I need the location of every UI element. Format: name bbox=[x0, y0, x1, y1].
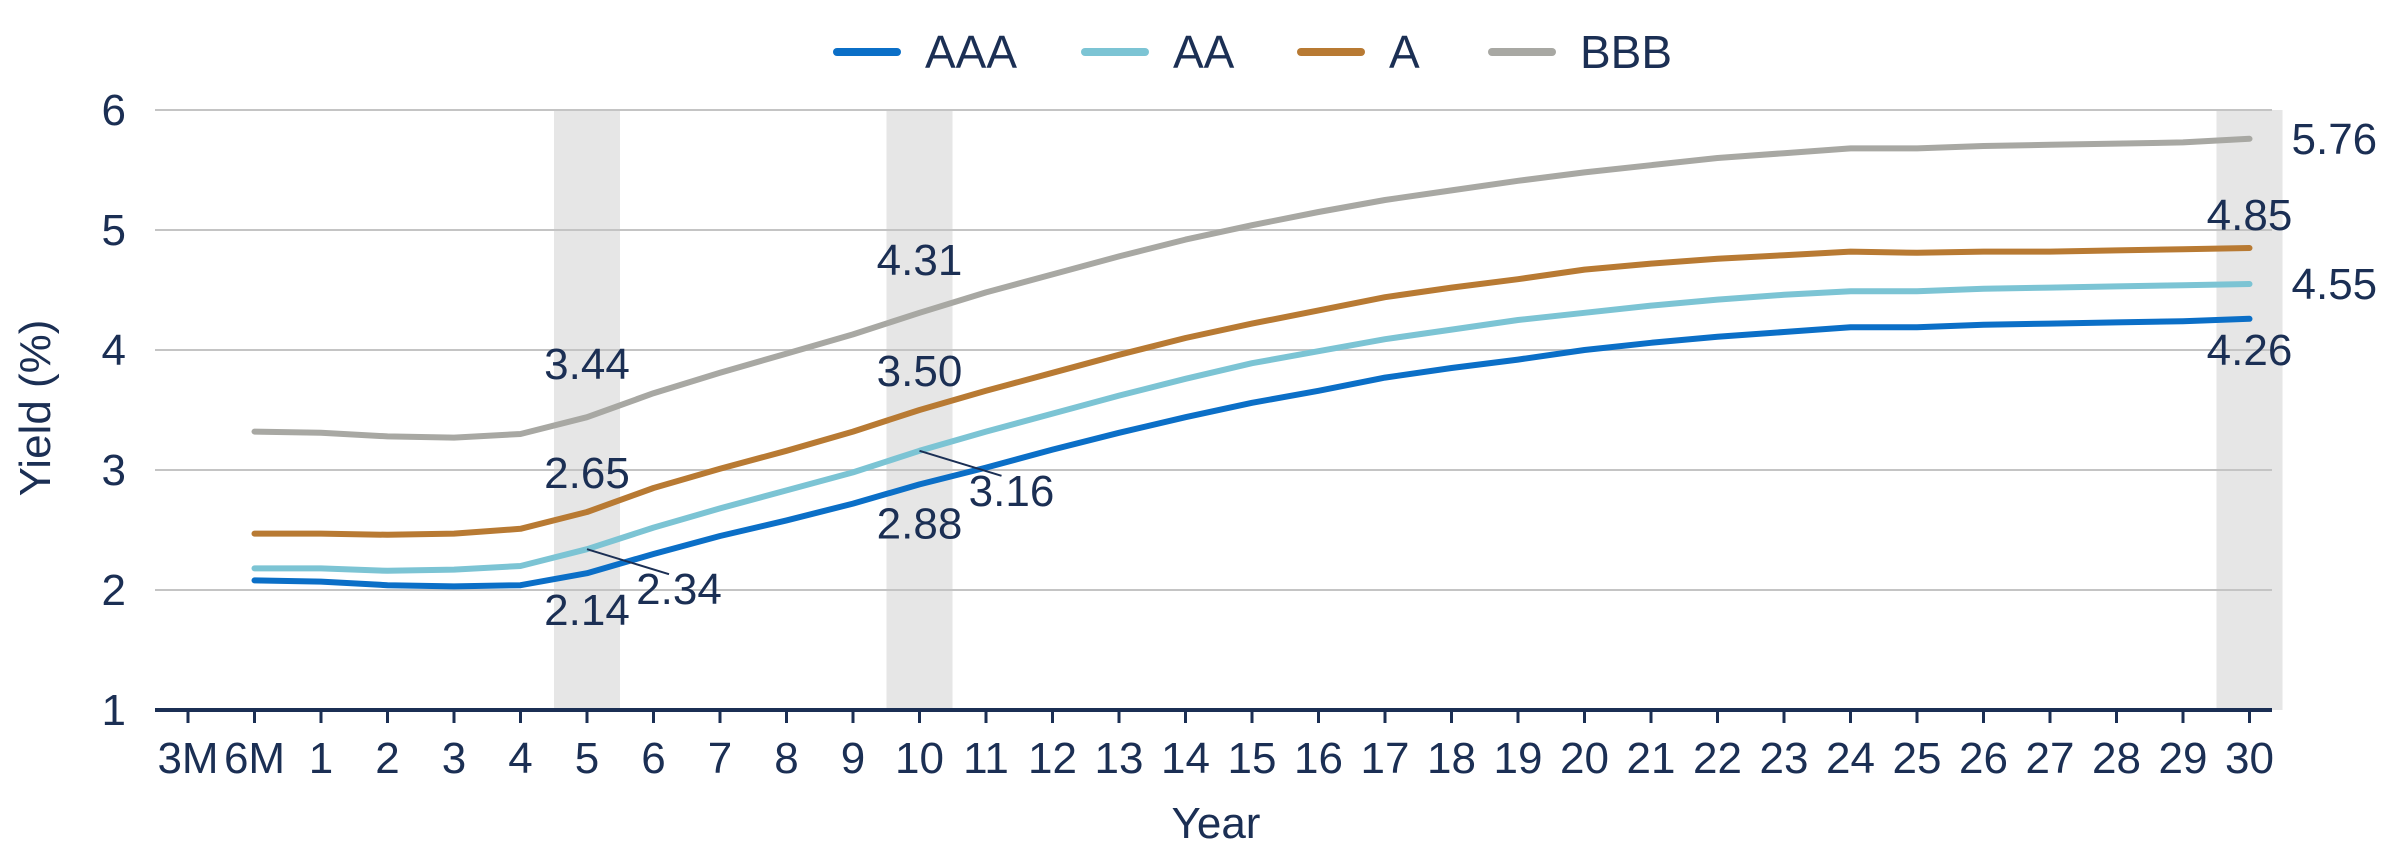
x-tick-label: 12 bbox=[1028, 734, 1077, 783]
y-tick-label: 6 bbox=[102, 86, 126, 135]
series-line-bbb bbox=[251, 135, 2253, 441]
x-tick-label: 25 bbox=[1893, 734, 1942, 783]
data-label-aa-30: 4.55 bbox=[2292, 260, 2378, 309]
x-tick-label: 9 bbox=[841, 734, 865, 783]
x-tick-label: 7 bbox=[708, 734, 732, 783]
x-tick-label: 27 bbox=[2026, 734, 2075, 783]
x-tick-label: 14 bbox=[1161, 734, 1210, 783]
leader-line bbox=[586, 548, 670, 576]
data-label-bbb-5: 3.44 bbox=[544, 340, 630, 389]
legend: AAA AA A BBB bbox=[833, 26, 1672, 78]
x-tick-label: 15 bbox=[1228, 734, 1277, 783]
x-tick-label: 5 bbox=[575, 734, 599, 783]
y-tick-label: 5 bbox=[102, 206, 126, 255]
x-tick-label: 4 bbox=[508, 734, 532, 783]
y-axis-title: Yield (%) bbox=[11, 320, 60, 497]
data-label-a-30: 4.85 bbox=[2207, 191, 2293, 240]
x-tick-label: 6M bbox=[224, 734, 285, 783]
series-line-aaa bbox=[251, 315, 2253, 590]
x-tick-label: 28 bbox=[2092, 734, 2141, 783]
x-axis-title: Year bbox=[1172, 799, 1261, 848]
x-tick-label: 19 bbox=[1494, 734, 1543, 783]
x-tick-label: 1 bbox=[309, 734, 333, 783]
x-tick-label: 16 bbox=[1294, 734, 1343, 783]
x-tick-label: 2 bbox=[375, 734, 399, 783]
gridlines bbox=[155, 109, 2272, 591]
label-leader-lines bbox=[586, 449, 1002, 576]
x-tick-label: 13 bbox=[1095, 734, 1144, 783]
x-tick-label: 24 bbox=[1826, 734, 1875, 783]
y-tick-label: 2 bbox=[102, 566, 126, 615]
x-tick-label: 21 bbox=[1627, 734, 1676, 783]
x-tick-label: 10 bbox=[895, 734, 944, 783]
highlight-bands bbox=[554, 110, 2283, 710]
x-tick-label: 22 bbox=[1693, 734, 1742, 783]
x-tick-label: 23 bbox=[1760, 734, 1809, 783]
data-label-aa-10: 3.16 bbox=[969, 467, 1055, 516]
data-label-bbb-30: 5.76 bbox=[2292, 115, 2378, 164]
legend-label-aaa: AAA bbox=[925, 26, 1017, 78]
data-label-aa-5: 2.34 bbox=[636, 565, 722, 614]
y-tick-label: 1 bbox=[102, 686, 126, 735]
data-label-aaa-5: 2.14 bbox=[544, 586, 630, 635]
legend-label-aa: AA bbox=[1173, 26, 1235, 78]
x-axis: 3M 6M 1 2 3 4 5 6 7 8 9 10 11 12 13 14 15 16 17 18 19 20 21 22 2… bbox=[155, 708, 2274, 783]
data-label-bbb-10: 4.31 bbox=[877, 236, 963, 285]
y-axis: 1 2 3 4 5 6 bbox=[102, 86, 126, 735]
x-tick-label: 6 bbox=[641, 734, 665, 783]
x-tick-label: 17 bbox=[1361, 734, 1410, 783]
data-label-a-10: 3.50 bbox=[877, 347, 963, 396]
legend-label-a: A bbox=[1389, 26, 1420, 78]
leader-line bbox=[919, 449, 1002, 477]
x-tick-label: 20 bbox=[1560, 734, 1609, 783]
x-tick-label: 18 bbox=[1427, 734, 1476, 783]
data-labels: 3.44 2.65 2.342.14 4.31 3.50 3.162.88 5.76 4.85… bbox=[544, 115, 2377, 635]
x-tick-label: 30 bbox=[2225, 734, 2274, 783]
highlight-band-30 bbox=[2216, 110, 2283, 710]
x-tick-label: 3M bbox=[157, 734, 218, 783]
y-tick-label: 4 bbox=[102, 326, 126, 375]
data-label-aaa-10: 2.88 bbox=[877, 499, 963, 548]
data-label-aaa-30: 4.26 bbox=[2207, 326, 2293, 375]
x-tick-label: 11 bbox=[963, 734, 1009, 783]
y-tick-label: 3 bbox=[102, 446, 126, 495]
x-tick-label: 3 bbox=[442, 734, 466, 783]
x-tick-label: 26 bbox=[1959, 734, 2008, 783]
legend-label-bbb: BBB bbox=[1580, 26, 1672, 78]
x-tick-label: 8 bbox=[774, 734, 798, 783]
x-tick-label: 29 bbox=[2159, 734, 2208, 783]
series-line-a bbox=[251, 245, 2253, 538]
data-label-a-5: 2.65 bbox=[544, 449, 630, 498]
